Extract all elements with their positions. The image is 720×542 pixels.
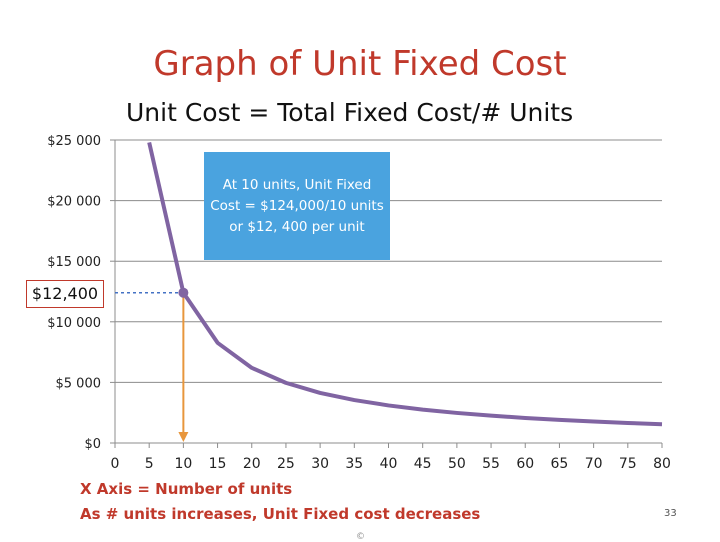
x-axis-note: X Axis = Number of units [80,480,293,498]
x-tick-label: 30 [311,456,329,472]
x-tick-label: 80 [653,456,671,472]
x-tick-label: 0 [111,456,120,472]
x-tick-label: 65 [551,456,569,472]
x-tick-label: 25 [277,456,295,472]
x-tick-label: 70 [585,456,603,472]
callout-box: At 10 units, Unit Fixed Cost = $124,000/… [204,152,390,260]
x-tick-label: 5 [145,456,154,472]
y-tick-label: $25 000 [47,134,101,149]
x-tick-label: 35 [345,456,363,472]
copyright-mark: © [356,532,365,542]
highlight-value-label: $12,400 [26,280,104,308]
x-tick-label: 60 [516,456,534,472]
x-tick-label: 55 [482,456,500,472]
x-tick-label: 40 [380,456,398,472]
slide-number: 33 [664,508,677,519]
y-tick-label: $5 000 [56,376,102,391]
y-tick-label: $10 000 [47,316,101,331]
x-tick-label: 10 [174,456,192,472]
chart-subtitle: Unit Cost = Total Fixed Cost/# Units [126,98,574,127]
unit-cost-curve [147,141,663,427]
y-tick-label: $0 [84,437,101,452]
x-tick-label: 20 [243,456,261,472]
callout-text: At 10 units, Unit Fixed Cost = $124,000/… [210,176,384,235]
page-title: Graph of Unit Fixed Cost [153,44,567,84]
highlight-point [178,287,189,298]
x-tick-label: 50 [448,456,466,472]
x-tick-label: 75 [619,456,637,472]
x-tick-label: 45 [414,456,432,472]
y-tick-label: $20 000 [47,195,101,210]
arrow-head [178,432,189,442]
y-tick-label: $15 000 [47,255,101,270]
x-tick-label: 15 [209,456,227,472]
trend-note: As # units increases, Unit Fixed cost de… [80,505,481,523]
